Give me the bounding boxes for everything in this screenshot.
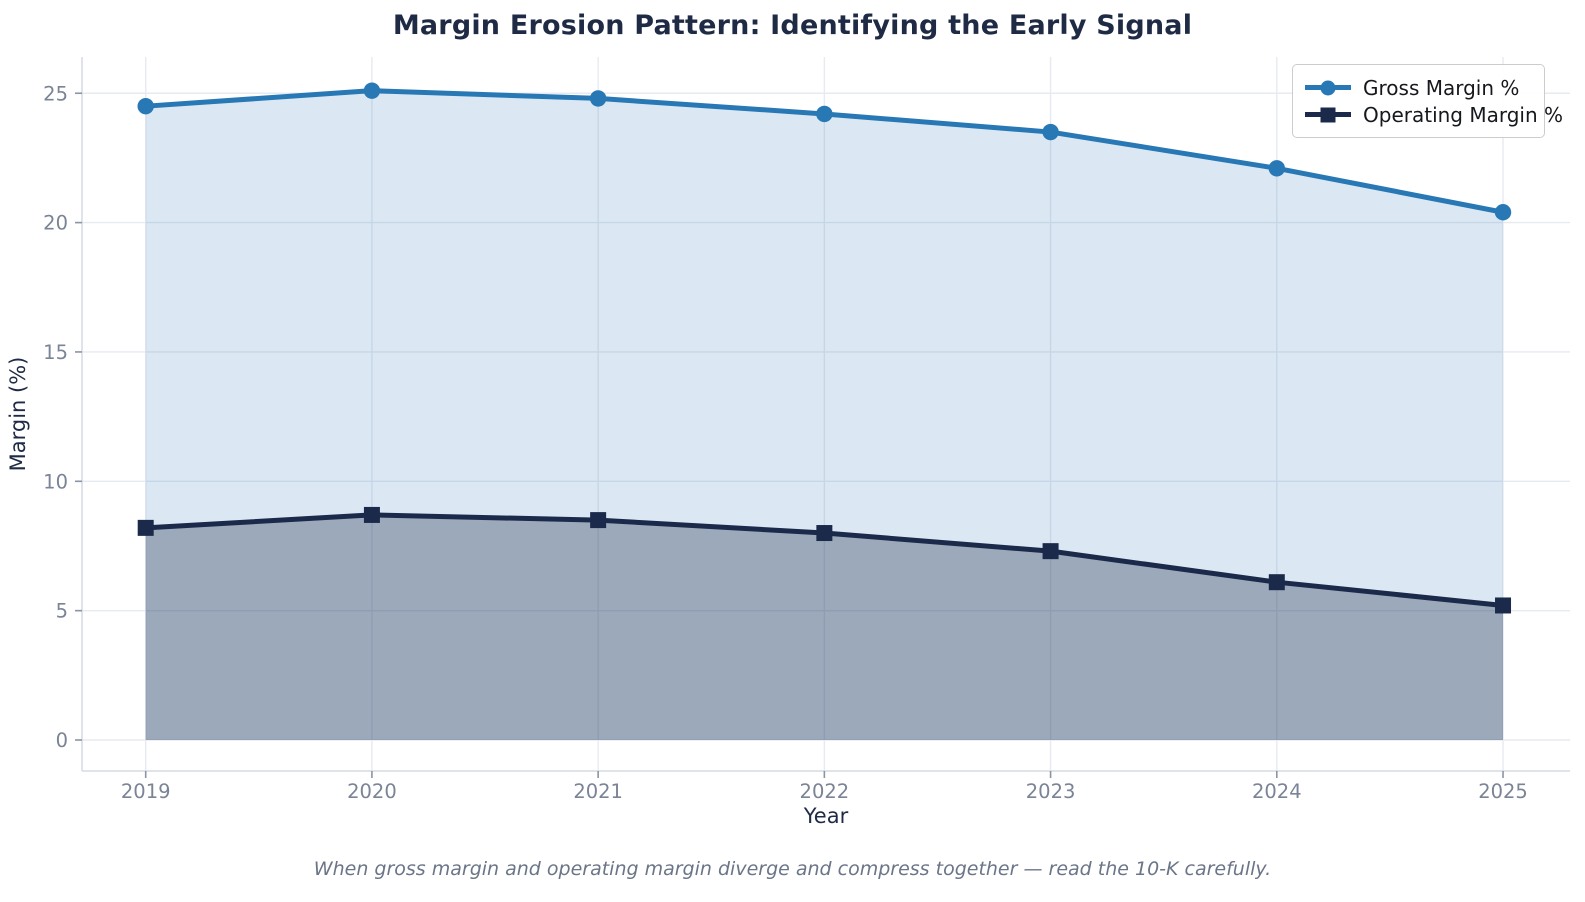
- operating-margin-legend-swatch: [1305, 106, 1351, 124]
- y-tick-label: 5: [56, 600, 68, 623]
- operating-margin-area: [145, 514, 1504, 740]
- operating-margin-marker: [590, 512, 607, 529]
- operating-margin-marker: [1042, 543, 1059, 560]
- operating-margin-marker: [1268, 574, 1285, 591]
- y-tick-label: 10: [43, 470, 68, 493]
- legend-label-gross: Gross Margin %: [1363, 75, 1520, 100]
- x-tick-label: 2021: [573, 780, 623, 803]
- y-tick-label: 25: [43, 82, 68, 105]
- legend: Gross Margin % Operating Margin %: [1292, 64, 1563, 138]
- x-tick-label: 2019: [121, 780, 171, 803]
- x-tick-label: 2020: [347, 780, 397, 803]
- operating-margin-marker: [1495, 597, 1512, 614]
- gross-margin-area: [145, 90, 1504, 740]
- operating-margin-marker: [363, 506, 380, 523]
- y-tick-label: 0: [56, 729, 68, 752]
- gross-margin-marker: [363, 82, 381, 99]
- gross-margin-marker: [137, 97, 154, 115]
- operating-margin-marker: [137, 519, 154, 536]
- x-tick-label: 2022: [800, 780, 850, 803]
- x-tick-label: 2025: [1478, 780, 1528, 803]
- y-axis-label: Margin (%): [6, 357, 30, 472]
- y-tick-label: 20: [43, 212, 68, 235]
- chart-title: Margin Erosion Pattern: Identifying the …: [392, 10, 1193, 41]
- gross-margin-marker: [1268, 160, 1286, 177]
- gross-margin-legend-swatch: [1305, 79, 1351, 97]
- operating-margin-marker: [816, 525, 833, 542]
- y-tick-label: 15: [43, 341, 68, 364]
- gross-margin-marker: [1494, 204, 1512, 221]
- x-tick-label: 2024: [1252, 780, 1302, 803]
- chart-caption: When gross margin and operating margin d…: [313, 858, 1272, 880]
- x-axis-label: Year: [803, 804, 849, 828]
- gross-margin-marker: [816, 105, 833, 123]
- legend-row-gross: Gross Margin %: [1305, 74, 1532, 101]
- gross-margin-marker: [589, 90, 607, 107]
- legend-label-operating: Operating Margin %: [1363, 102, 1564, 127]
- x-tick-label: 2023: [1026, 780, 1076, 803]
- legend-row-operating: Operating Margin %: [1305, 101, 1563, 128]
- gross-margin-marker: [1042, 123, 1059, 141]
